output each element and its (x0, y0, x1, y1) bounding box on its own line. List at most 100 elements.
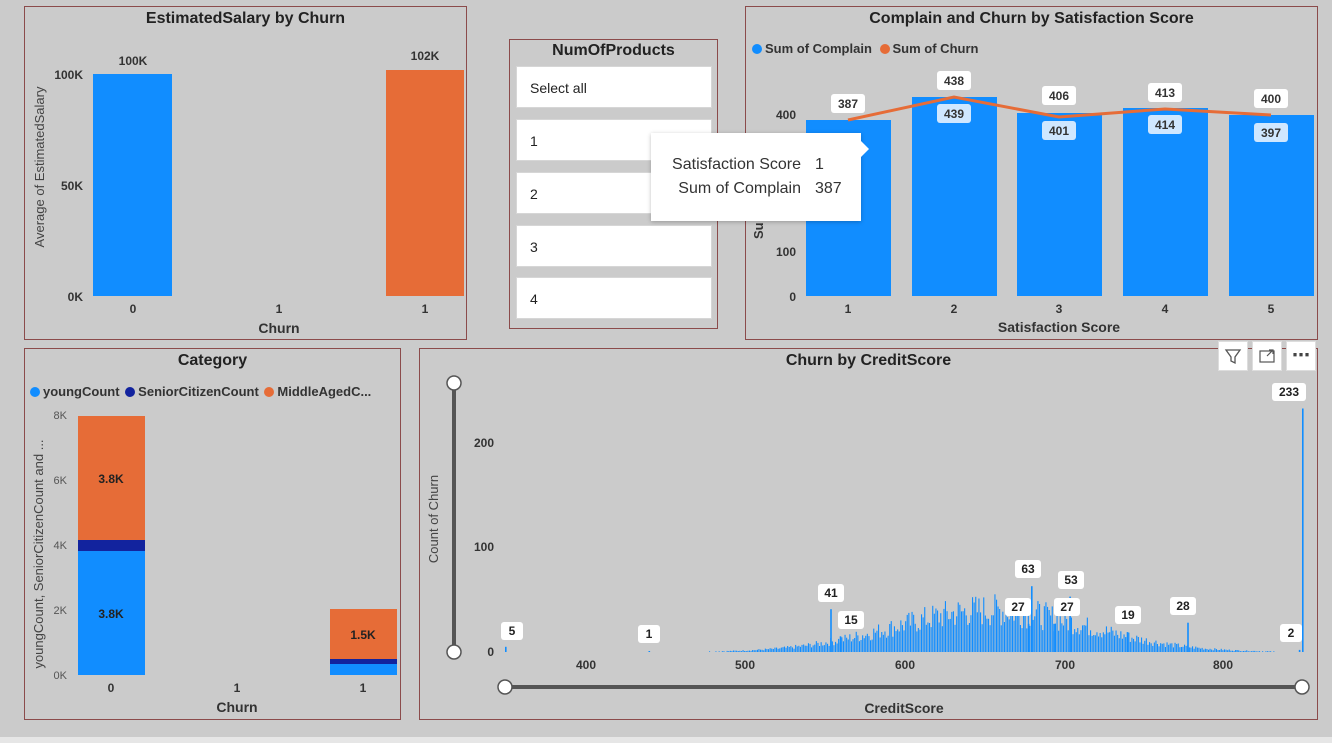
credit-bar[interactable] (1223, 649, 1225, 652)
credit-bar[interactable] (1152, 645, 1154, 652)
credit-bar[interactable] (1008, 619, 1010, 652)
credit-bar[interactable] (1222, 650, 1224, 652)
legend-item-senior[interactable]: SeniorCitizenCount (125, 384, 259, 399)
credit-bar[interactable] (739, 650, 741, 652)
credit-bar[interactable] (893, 626, 895, 652)
credit-bar[interactable] (1117, 634, 1119, 652)
credit-bar[interactable] (736, 650, 738, 652)
credit-bar[interactable] (799, 646, 801, 652)
credit-bar[interactable] (1247, 651, 1249, 652)
credit-bar-labeled[interactable] (1298, 649, 1301, 652)
credit-bar[interactable] (760, 649, 762, 652)
complain-bar-3[interactable] (1017, 113, 1102, 296)
credit-bar[interactable] (980, 612, 982, 652)
credit-bar[interactable] (1204, 648, 1206, 652)
credit-bar[interactable] (866, 633, 868, 652)
credit-bar[interactable] (728, 651, 730, 652)
credit-bar[interactable] (1163, 643, 1165, 652)
credit-bar[interactable] (747, 650, 749, 652)
senior-bar-1[interactable] (330, 659, 397, 664)
credit-bar[interactable] (1255, 651, 1257, 652)
legend-item-young[interactable]: youngCount (30, 384, 120, 399)
credit-bar[interactable] (1235, 650, 1237, 652)
salary-bar-1[interactable] (386, 70, 464, 296)
credit-bar[interactable] (862, 635, 864, 652)
credit-bar[interactable] (709, 651, 711, 652)
credit-bar[interactable] (1168, 644, 1170, 652)
credit-bar[interactable] (723, 651, 725, 652)
credit-bar[interactable] (1086, 617, 1088, 652)
focus-mode-button[interactable] (1252, 341, 1282, 371)
credit-bar[interactable] (1018, 612, 1020, 652)
credit-bar[interactable] (1077, 628, 1079, 652)
credit-bar[interactable] (846, 637, 848, 652)
credit-bar[interactable] (790, 646, 792, 652)
credit-bar[interactable] (1099, 633, 1101, 652)
credit-bar[interactable] (812, 645, 814, 652)
credit-bar[interactable] (1238, 650, 1240, 652)
credit-bar[interactable] (1171, 643, 1173, 652)
credit-bar[interactable] (1270, 651, 1272, 652)
credit-bar[interactable] (729, 650, 731, 652)
credit-bar[interactable] (1011, 608, 1013, 652)
credit-bar[interactable] (1051, 606, 1053, 652)
credit-bar[interactable] (916, 631, 918, 652)
complain-bar-5[interactable] (1229, 115, 1314, 296)
credit-bar[interactable] (914, 623, 916, 652)
credit-bar[interactable] (948, 619, 950, 652)
credit-bar-labeled[interactable] (505, 646, 507, 652)
credit-bar[interactable] (1034, 616, 1036, 652)
legend-item-churn[interactable]: Sum of Churn (879, 41, 978, 56)
credit-bar[interactable] (1227, 650, 1229, 652)
credit-bar[interactable] (849, 634, 851, 652)
credit-bar[interactable] (1102, 632, 1104, 652)
credit-bar[interactable] (972, 597, 974, 652)
credit-bar[interactable] (806, 645, 808, 652)
credit-bar[interactable] (930, 627, 932, 652)
credit-bar[interactable] (798, 645, 800, 652)
credit-bar[interactable] (785, 647, 787, 652)
credit-bar[interactable] (1268, 651, 1270, 652)
credit-bar[interactable] (940, 613, 942, 652)
credit-bar[interactable] (863, 638, 865, 652)
credit-bar[interactable] (1251, 651, 1253, 652)
credit-bar[interactable] (997, 606, 999, 653)
credit-bar[interactable] (1050, 615, 1052, 653)
credit-bar[interactable] (1257, 651, 1259, 652)
credit-bar[interactable] (1104, 634, 1106, 652)
credit-bar[interactable] (951, 611, 953, 652)
credit-bar[interactable] (1019, 625, 1021, 652)
credit-bar[interactable] (1198, 647, 1200, 652)
credit-bar[interactable] (983, 597, 985, 652)
credit-bar[interactable] (1273, 651, 1275, 652)
credit-bar[interactable] (949, 618, 951, 652)
credit-bar[interactable] (809, 643, 811, 652)
credit-bar[interactable] (1026, 628, 1028, 652)
credit-bar[interactable] (1200, 648, 1202, 652)
credit-bar[interactable] (1016, 606, 1018, 653)
credit-bar[interactable] (1061, 623, 1063, 652)
credit-bar[interactable] (1243, 651, 1245, 652)
credit-bar[interactable] (1040, 625, 1042, 652)
credit-bar[interactable] (1121, 638, 1123, 652)
credit-bar[interactable] (795, 644, 797, 652)
credit-bar[interactable] (1164, 647, 1166, 652)
credit-bar[interactable] (752, 650, 754, 652)
slicer-item-3[interactable]: 3 (516, 225, 712, 267)
credit-bar[interactable] (1133, 638, 1135, 652)
credit-bar[interactable] (1115, 630, 1117, 653)
credit-bar[interactable] (1101, 637, 1103, 652)
slicer-item-select-all[interactable]: Select all (516, 66, 712, 108)
credit-bar[interactable] (777, 648, 779, 652)
credit-bar[interactable] (933, 613, 935, 652)
credit-bar[interactable] (776, 647, 778, 652)
credit-bar[interactable] (975, 596, 977, 652)
credit-bar[interactable] (768, 649, 770, 652)
credit-bar[interactable] (946, 611, 948, 652)
credit-bar[interactable] (1166, 642, 1168, 652)
credit-bar[interactable] (1149, 642, 1151, 652)
credit-bar[interactable] (943, 608, 945, 652)
credit-bar[interactable] (1228, 649, 1230, 653)
credit-bar[interactable] (932, 605, 934, 652)
credit-bar[interactable] (1070, 617, 1072, 653)
